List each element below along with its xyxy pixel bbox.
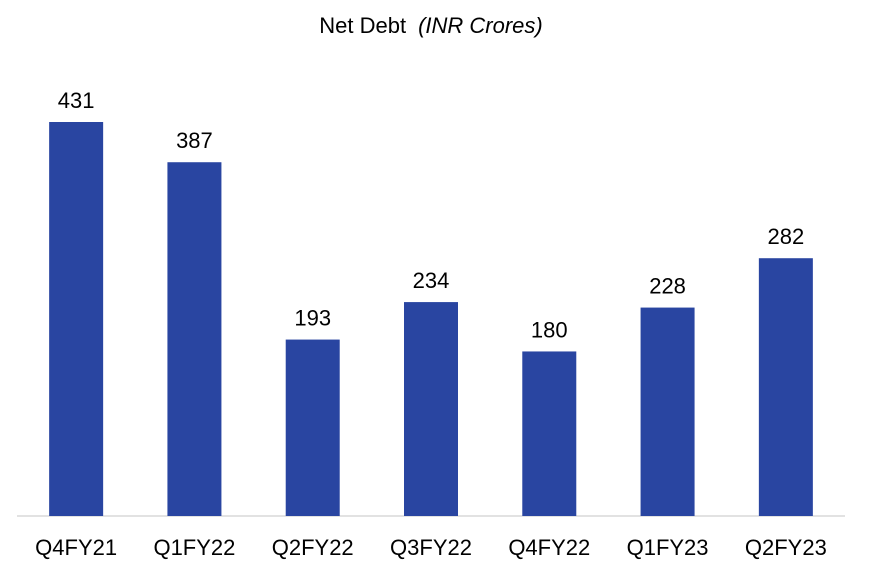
value-label: 431 — [58, 88, 95, 113]
bar — [404, 302, 458, 516]
bar — [758, 258, 813, 516]
title-main: Net Debt — [319, 13, 406, 38]
value-label: 193 — [294, 305, 331, 330]
bar — [49, 122, 104, 516]
x-tick-label: Q1FY22 — [153, 535, 235, 560]
value-label: 387 — [176, 128, 213, 153]
value-label: 180 — [531, 317, 568, 342]
value-label: 234 — [413, 268, 450, 293]
title-unit: (INR Crores) — [418, 13, 543, 38]
x-tick-label: Q4FY22 — [508, 535, 590, 560]
bar — [522, 351, 577, 516]
x-tick-label: Q1FY23 — [627, 535, 709, 560]
value-label: 282 — [767, 224, 804, 249]
x-tick-label: Q2FY22 — [272, 535, 354, 560]
chart-title: Net Debt (INR Crores) — [319, 13, 543, 38]
value-label: 228 — [649, 273, 686, 298]
bar — [167, 162, 222, 517]
x-tick-label: Q3FY22 — [390, 535, 472, 560]
x-tick-label: Q4FY21 — [35, 535, 117, 560]
x-tick-label: Q2FY23 — [745, 535, 827, 560]
bar — [640, 307, 695, 516]
bar — [285, 339, 340, 516]
